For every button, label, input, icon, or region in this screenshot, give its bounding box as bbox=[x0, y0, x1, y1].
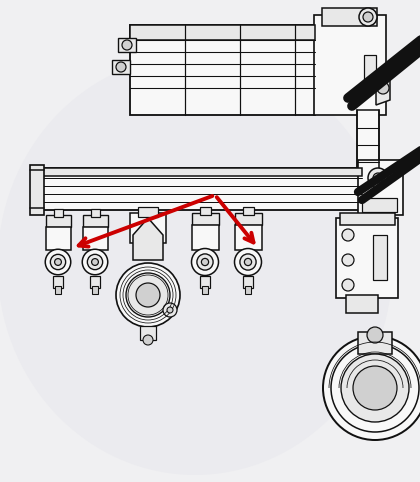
Circle shape bbox=[244, 258, 252, 266]
Circle shape bbox=[363, 12, 373, 22]
Circle shape bbox=[116, 263, 180, 327]
Circle shape bbox=[359, 8, 377, 26]
Circle shape bbox=[55, 259, 61, 266]
Circle shape bbox=[197, 254, 213, 270]
Bar bbox=[235, 213, 262, 225]
Bar bbox=[192, 213, 219, 225]
Polygon shape bbox=[376, 70, 390, 105]
Circle shape bbox=[202, 258, 209, 266]
Circle shape bbox=[234, 249, 262, 276]
Bar bbox=[112, 60, 130, 74]
Circle shape bbox=[163, 303, 177, 317]
Bar bbox=[140, 326, 156, 340]
Polygon shape bbox=[133, 218, 163, 260]
Bar bbox=[322, 8, 377, 26]
Bar bbox=[91, 209, 100, 217]
Bar bbox=[138, 207, 158, 217]
Bar bbox=[92, 286, 98, 294]
Bar bbox=[235, 225, 262, 250]
Bar bbox=[200, 207, 211, 215]
Circle shape bbox=[92, 259, 98, 266]
Circle shape bbox=[167, 307, 173, 313]
Circle shape bbox=[192, 249, 218, 276]
Bar bbox=[202, 286, 208, 294]
Bar bbox=[364, 55, 376, 85]
Bar bbox=[373, 235, 387, 280]
Bar bbox=[362, 198, 397, 212]
Circle shape bbox=[342, 279, 354, 291]
Bar bbox=[42, 168, 362, 176]
Bar bbox=[243, 276, 253, 288]
Bar bbox=[336, 218, 398, 298]
Bar bbox=[130, 213, 166, 243]
Bar bbox=[245, 286, 251, 294]
Circle shape bbox=[116, 62, 126, 72]
Circle shape bbox=[136, 283, 160, 307]
Circle shape bbox=[126, 273, 170, 317]
Circle shape bbox=[373, 173, 383, 183]
Circle shape bbox=[342, 254, 354, 266]
Bar bbox=[340, 213, 395, 225]
Bar bbox=[346, 295, 378, 313]
Bar bbox=[358, 332, 392, 354]
Bar bbox=[314, 15, 386, 115]
Circle shape bbox=[82, 249, 108, 275]
Bar bbox=[130, 25, 315, 115]
Bar bbox=[130, 25, 315, 40]
Bar bbox=[83, 227, 108, 250]
Circle shape bbox=[323, 336, 420, 440]
Bar bbox=[118, 38, 136, 52]
Circle shape bbox=[367, 327, 383, 343]
Bar bbox=[358, 160, 403, 215]
Circle shape bbox=[240, 254, 256, 270]
Bar bbox=[200, 276, 210, 288]
Bar bbox=[90, 276, 100, 288]
Circle shape bbox=[342, 229, 354, 241]
Bar bbox=[192, 225, 219, 250]
Circle shape bbox=[50, 254, 66, 269]
Circle shape bbox=[143, 335, 153, 345]
Circle shape bbox=[87, 254, 102, 269]
Circle shape bbox=[377, 82, 389, 94]
Bar bbox=[243, 207, 254, 215]
Bar bbox=[53, 276, 63, 288]
Bar bbox=[83, 215, 108, 227]
Bar bbox=[30, 165, 44, 215]
Circle shape bbox=[122, 40, 132, 50]
Bar bbox=[46, 227, 71, 250]
Circle shape bbox=[45, 249, 71, 275]
Circle shape bbox=[368, 168, 388, 188]
Circle shape bbox=[341, 354, 409, 422]
Circle shape bbox=[331, 344, 419, 432]
Bar bbox=[55, 286, 61, 294]
Bar bbox=[357, 110, 379, 175]
Ellipse shape bbox=[0, 55, 393, 475]
Bar bbox=[54, 209, 63, 217]
Circle shape bbox=[353, 366, 397, 410]
Bar bbox=[46, 215, 71, 227]
Bar bbox=[42, 168, 362, 210]
